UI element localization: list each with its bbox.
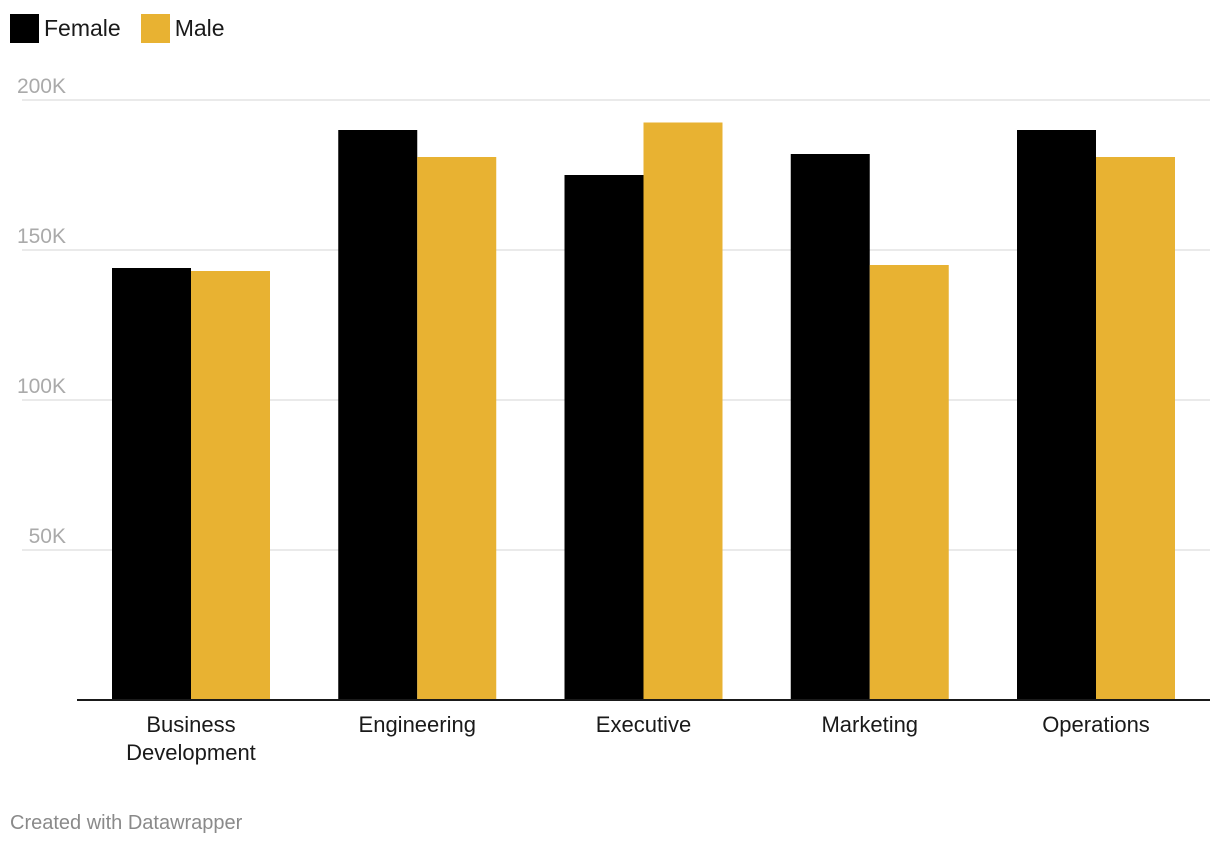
bar-male bbox=[191, 271, 270, 700]
bar-female bbox=[790, 154, 870, 700]
legend-swatch bbox=[10, 13, 39, 43]
bar-male bbox=[869, 265, 949, 700]
x-tick-label: Marketing bbox=[821, 712, 918, 737]
bar-chart: 50K 100K 150K 200K Business Development Engin… bbox=[17, 75, 1210, 765]
legend-item-female: Female bbox=[10, 13, 121, 43]
credit-text: Created with Datawrapper bbox=[10, 812, 243, 834]
y-tick-label: 100K bbox=[17, 375, 66, 398]
bar-female bbox=[1017, 130, 1096, 700]
y-tick-label: 150K bbox=[17, 225, 66, 248]
y-tick-label: 50K bbox=[29, 525, 66, 548]
x-tick-label: Executive bbox=[596, 712, 691, 737]
bar-male bbox=[643, 122, 723, 700]
bar-male bbox=[417, 157, 497, 700]
bar-female bbox=[564, 175, 644, 700]
bar-female bbox=[338, 130, 418, 700]
x-tick-label: Business Development bbox=[126, 712, 256, 765]
legend-label: Female bbox=[44, 14, 121, 41]
bars bbox=[112, 122, 1175, 700]
bar-female bbox=[112, 268, 191, 700]
legend-item-male: Male bbox=[140, 13, 225, 43]
legend-label: Male bbox=[174, 14, 225, 41]
x-tick-label: Operations bbox=[1042, 712, 1150, 737]
legend-swatch bbox=[140, 13, 170, 43]
chart-legend: Female Male bbox=[10, 13, 245, 43]
bar-male bbox=[1096, 157, 1175, 700]
y-tick-label: 200K bbox=[17, 75, 66, 98]
axes: Business Development Engineering Executive M… bbox=[77, 699, 1210, 765]
x-tick-label: Engineering bbox=[359, 712, 476, 737]
